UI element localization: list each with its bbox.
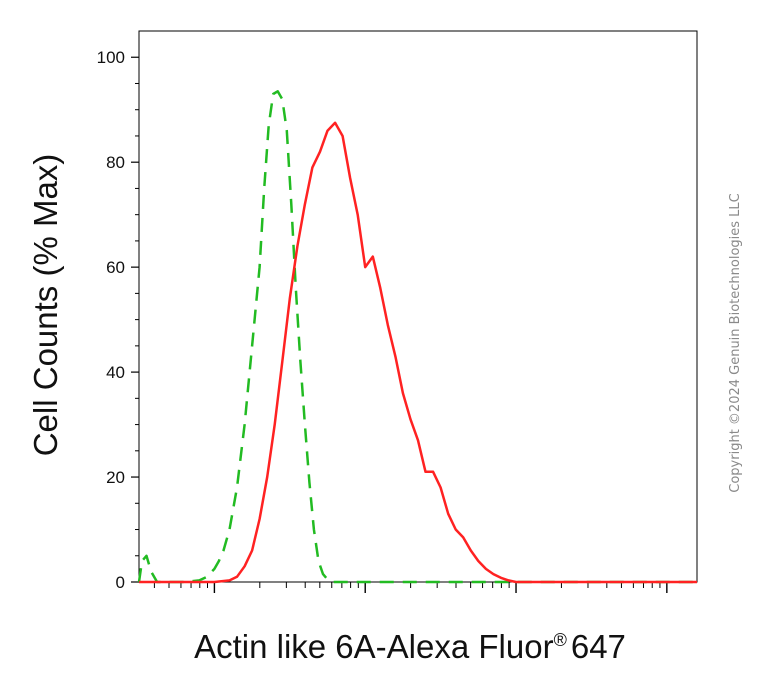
y-tick-label: 20 xyxy=(106,468,125,487)
series-layer xyxy=(137,90,697,584)
copyright-text: Copyright ©2024 Genuin Biotechnologies L… xyxy=(728,193,743,492)
series-solid-curve xyxy=(139,121,697,584)
x-axis-title: Actin like 6A-Alexa Fluor® 647 xyxy=(194,628,626,665)
x-axis-title-mark: ® xyxy=(554,630,567,650)
y-tick-label: 0 xyxy=(116,573,125,592)
y-tick-label: 40 xyxy=(106,363,125,382)
x-axis-title-suffix: 647 xyxy=(571,628,626,665)
x-axis-ticks xyxy=(153,582,668,593)
y-axis-ticks: 0 20 40 60 80 100 xyxy=(97,48,139,592)
x-axis-title-main: Actin like 6A-Alexa Fluor xyxy=(194,628,553,665)
y-tick-label: 60 xyxy=(106,258,125,277)
plot-frame xyxy=(138,30,698,583)
series-dashed-curve xyxy=(137,90,697,584)
y-axis-title: Cell Counts (% Max) xyxy=(27,154,64,457)
y-tick-label: 100 xyxy=(97,48,125,67)
y-tick-label: 80 xyxy=(106,153,125,172)
